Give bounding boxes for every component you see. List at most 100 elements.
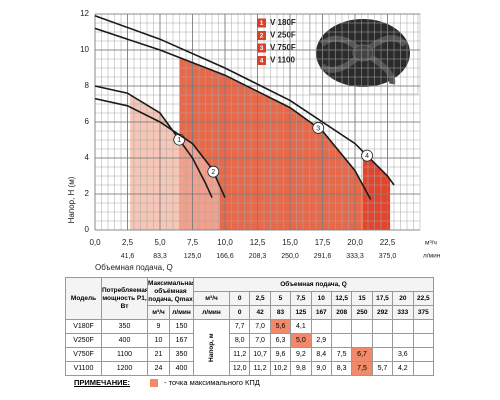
- table-cell: 2,5: [249, 291, 271, 306]
- table-cell: 150: [169, 319, 194, 334]
- table-cell: 7,5: [290, 291, 312, 306]
- curve: [94, 15, 395, 186]
- table-cell: 20: [392, 291, 414, 306]
- table-cell: 10,7: [249, 347, 271, 362]
- efficiency-band: [179, 134, 220, 230]
- table-cell: 333: [392, 305, 414, 320]
- legend-label: V 1100: [270, 56, 295, 65]
- legend-label: V 250F: [270, 31, 296, 40]
- x-tick-label: 12,5: [250, 238, 266, 247]
- table-cell: 42: [249, 305, 271, 320]
- table-cell: 10: [147, 333, 170, 348]
- x2-tick-label: 41,6: [121, 253, 135, 260]
- table-cell: 15: [351, 291, 373, 306]
- table-cell: 5: [269, 291, 292, 306]
- table-row: V250F 400 10 167 8,0 7,0 6,3 5,0 2,9: [65, 333, 435, 348]
- table-cell: 125: [290, 305, 312, 320]
- table-cell: [392, 319, 414, 334]
- table-cell: 4,1: [290, 319, 312, 334]
- table-cell: 292: [371, 305, 394, 320]
- table-cell: 12,0: [228, 361, 251, 376]
- y-tick-label: 8: [85, 81, 90, 90]
- table-cell: 11,2: [228, 347, 251, 362]
- table-cell: 1200: [101, 361, 148, 376]
- table-row: V180F 350 9 150 Напор, м 7,7 7,0 5,6 4,1: [65, 319, 435, 376]
- note: ПРИМЕЧАНИЕ: - точка максимального КПД: [74, 378, 260, 387]
- table-cell: 350: [169, 347, 194, 362]
- legend-marker: [257, 18, 266, 28]
- table-cell: 83: [269, 305, 292, 320]
- table-cell: V180F: [65, 319, 102, 334]
- table-cell: 10: [310, 291, 332, 306]
- table-cell: 11,2: [249, 361, 271, 376]
- table-cell: V1100: [65, 361, 102, 376]
- table-cell: 9,8: [290, 361, 312, 376]
- highlight-swatch: [150, 378, 159, 387]
- table-cell: 5,7: [371, 361, 394, 376]
- table-cell: 0: [228, 305, 251, 320]
- table-cell: Потребляемая мощность P1, Вт: [101, 277, 148, 320]
- legend-number: 4: [260, 58, 264, 65]
- table-cell: 10,2: [269, 361, 292, 376]
- legend-number: 1: [260, 20, 264, 27]
- table-cell: 4,2: [392, 361, 414, 376]
- table-cell: [330, 319, 353, 334]
- curve-label-circle: [361, 149, 373, 162]
- table-cell: [330, 333, 353, 348]
- table-cell: 6,3: [269, 333, 292, 348]
- table-cell: [412, 319, 435, 334]
- x2-tick-label: 250,0: [281, 253, 299, 260]
- table-cell: [412, 361, 435, 376]
- x-tick-label: 17,5: [315, 238, 331, 247]
- table-cell: [371, 319, 394, 334]
- x2-tick-label: 333,3: [346, 253, 364, 260]
- table-cell: 9: [147, 319, 170, 334]
- table-cell: 375: [412, 305, 435, 320]
- y-tick-label: 12: [80, 9, 89, 18]
- table-cell: [351, 319, 373, 334]
- table-cell: 400: [169, 361, 194, 376]
- curve-label-circle: [312, 122, 325, 134]
- impeller-photo: [309, 13, 419, 95]
- x-tick-label: 22,5: [380, 238, 396, 247]
- table-cell: м³/ч: [193, 291, 230, 306]
- curve-label: 1: [177, 137, 181, 144]
- table-cell: 0: [228, 291, 251, 306]
- legend-marker: [257, 56, 266, 65]
- table-cell: [412, 333, 435, 348]
- table-cell: 8,3: [330, 361, 353, 376]
- curve-label: 2: [211, 169, 215, 176]
- table-cell: 7,7: [228, 319, 251, 334]
- table-cell: л/мин: [169, 305, 194, 320]
- x-tick-label: 2,5: [122, 238, 134, 247]
- curve-label: 4: [365, 153, 369, 160]
- table-cell: 8,4: [310, 347, 332, 362]
- efficiency-band: [362, 151, 391, 230]
- table-cell: 1100: [101, 347, 148, 362]
- legend-marker: [257, 43, 266, 53]
- table-cell: [371, 347, 394, 362]
- spec-table: Модель Потребляемая мощность P1, Вт Максим…: [65, 277, 435, 376]
- y-tick-label: 6: [85, 117, 90, 126]
- table-cell: 167: [169, 333, 194, 348]
- table-cell: 8,0: [228, 333, 251, 348]
- table-cell: 7,5: [330, 347, 353, 362]
- table-cell: 2,9: [310, 333, 332, 348]
- table-cell: 24: [147, 361, 170, 376]
- table-cell: 17,5: [371, 291, 394, 306]
- table-cell: 350: [101, 319, 148, 334]
- table-row: V750F 1100 21 350 11,2 10,7 9,6 9,2 8,4 7,5 6,7 3,6: [65, 347, 435, 362]
- y-axis-title: Напор, Н (м): [67, 176, 76, 223]
- chart: Напор, Н (м) 0,0 2,5 5,0 7,5 10,0 12,5 15,0 17,…: [67, 9, 441, 272]
- table-cell: 7,0: [249, 319, 271, 334]
- table-cell: 250: [351, 305, 373, 320]
- table-cell: [371, 333, 394, 348]
- curve-label-circle: [207, 165, 220, 178]
- legend-number: 2: [260, 33, 264, 40]
- x2-tick-label: 375,0: [379, 253, 397, 260]
- curve-label: 3: [316, 125, 320, 132]
- legend-label: V 750F: [270, 43, 296, 52]
- table-cell: V750F: [65, 347, 102, 362]
- legend-number: 3: [260, 45, 264, 52]
